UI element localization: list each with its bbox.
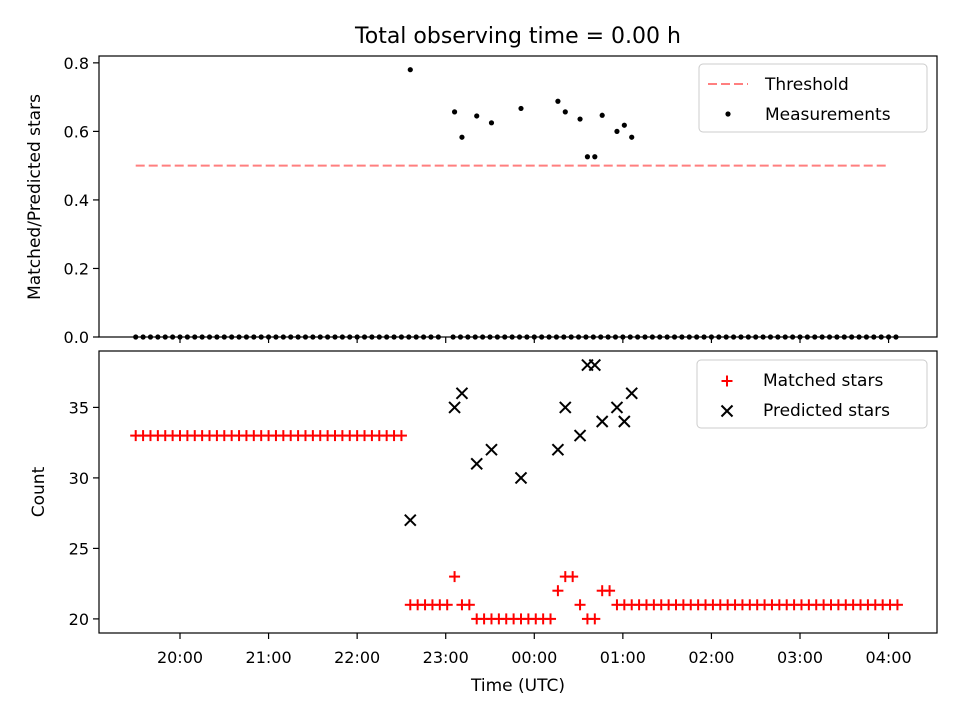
predicted-star-point [625,387,638,400]
bottom-y-tick-label: 25 [69,539,89,558]
predicted-star-point [610,401,624,414]
measurement-point [488,120,495,126]
top-y-tick-label: 0.8 [64,54,89,73]
measurement-point [407,67,413,73]
top-panel: 0.00.20.40.60.8 Matched/Predicted stars … [25,54,938,347]
bottom-x-axis: 20:00 21:00 22:00 23:00 00:00 01:00 02:00 03:00… [157,633,912,667]
legend-predicted-swatch [720,404,734,418]
matched-star-point [604,585,616,597]
bottom-y-axis: 20 25 30 35 [69,398,99,629]
predicted-star-point [588,358,602,372]
bottom-axes-frame [98,350,938,634]
top-y-tick-label: 0.0 [64,328,89,347]
measurement-point [577,116,583,122]
x-tick-label: 23:00 [423,648,469,667]
measurement-point [614,128,620,134]
legend-matched-swatch [721,375,733,387]
top-axes-frame [98,55,938,338]
legend-measurements-swatch [725,111,731,117]
bottom-panel: 20 25 30 35 20:00 21:00 22:00 23:00 00:00 01:00 0… [29,350,938,696]
matched-star-point [395,430,407,442]
bottom-y-axis-label: Count [29,466,49,517]
top-x-ticks [179,337,890,343]
matched-star-point [589,613,601,625]
x-tick-label: 02:00 [688,648,734,667]
predicted-star-point [595,415,609,428]
predicted-star-point [470,457,483,471]
legend-measurements-label: Measurements [765,105,891,125]
measurement-point [555,98,561,104]
x-tick-label: 00:00 [511,648,557,667]
legend-threshold-label: Threshold [764,75,849,95]
top-legend-box [698,63,928,133]
predicted-star-point [514,471,528,485]
x-axis-label: Time (UTC) [470,676,565,696]
x-tick-label: 22:00 [334,648,380,667]
top-y-tick-label: 0.2 [64,259,89,278]
x-tick-label: 03:00 [777,648,823,667]
measurement-point [621,122,627,128]
measurement-point [518,105,524,112]
predicted-star-point [573,429,587,442]
predicted-star-point [448,401,461,414]
measurement-point [584,154,591,160]
matched-star-point [463,599,475,611]
x-tick-label: 01:00 [600,648,646,667]
predicted-star-point [485,443,498,456]
predicted-star-point [551,443,565,456]
predicted-star-point [559,401,572,414]
top-y-tick-label: 0.6 [64,122,89,141]
measurement-point [474,113,480,119]
matched-star-point [567,571,579,583]
bottom-y-tick-label: 20 [69,610,89,629]
bottom-legend-box [696,359,928,429]
matched-star-point [574,599,586,611]
matched-star-point [545,613,557,625]
matched-star-point [441,599,453,611]
bottom-y-tick-label: 30 [69,469,89,488]
measurement-point [451,109,458,115]
matched-star-point [552,585,564,597]
top-y-axis-label: Matched/Predicted stars [25,94,45,300]
legend-predicted-label: Predicted stars [763,401,890,421]
legend-matched-label: Matched stars [763,371,883,391]
measurement-point [629,134,635,140]
top-y-tick-label: 0.4 [64,191,89,210]
matched-star-point [891,599,903,611]
chart-title: Total observing time = 0.00 h [354,24,681,49]
measurement-point [599,112,605,118]
bottom-plot-area [130,358,903,625]
bottom-y-tick-label: 35 [69,398,89,417]
predicted-star-point [618,415,631,428]
bottom-legend: Matched stars Predicted stars [696,359,928,429]
x-tick-label: 04:00 [866,648,912,667]
measurement-point [562,109,568,115]
predicted-star-point [455,387,469,400]
matched-star-point [449,571,461,583]
top-legend: Threshold Measurements [698,63,928,133]
measurement-point [459,134,465,140]
measurement-point [592,154,598,160]
x-tick-label: 20:00 [157,648,203,667]
top-y-axis: 0.0 0.2 0.4 0.6 0.8 [64,54,99,347]
predicted-star-point [404,513,417,527]
x-tick-label: 21:00 [246,648,292,667]
